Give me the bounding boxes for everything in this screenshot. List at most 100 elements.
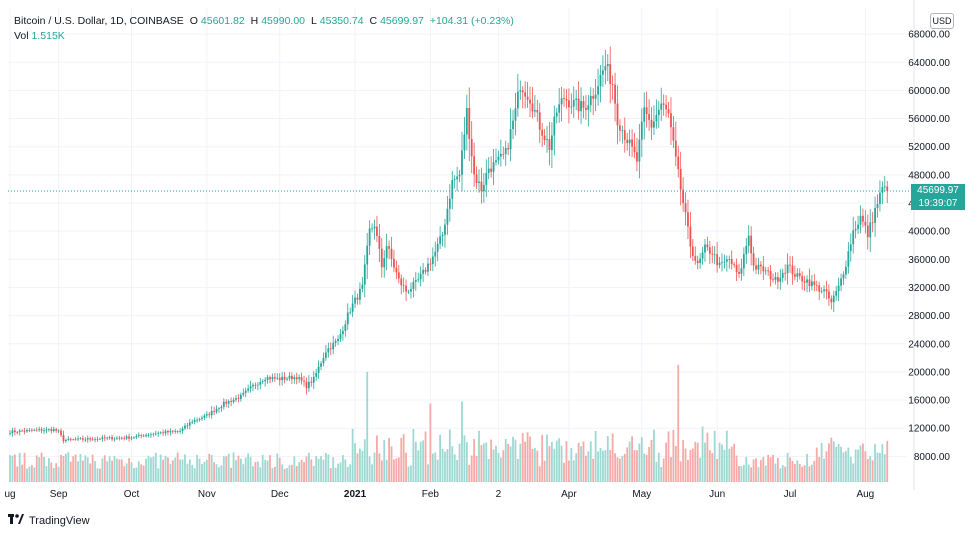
volume-bar (295, 465, 298, 482)
candle-body (478, 181, 480, 184)
candle-body (395, 267, 398, 273)
candle-body (57, 430, 60, 432)
candle-body (235, 398, 237, 400)
candle-body (164, 431, 167, 434)
volume-bar (213, 462, 216, 482)
volume-bar (154, 452, 157, 482)
volume-bar (847, 447, 850, 482)
symbol-title[interactable]: Bitcoin / U.S. Dollar, 1D, COINBASE (14, 15, 184, 27)
volume-bar (82, 460, 84, 482)
volume-bar (422, 440, 424, 482)
candle-body (781, 272, 784, 278)
candle-body (227, 401, 230, 404)
currency-button[interactable]: USD (930, 13, 954, 29)
volume-bar (606, 436, 609, 482)
volume-bar (536, 450, 539, 482)
candle-body (203, 415, 206, 418)
volume-bar (674, 446, 677, 482)
candle-body (196, 419, 199, 421)
candle-body (536, 110, 539, 113)
candle-body (286, 378, 288, 380)
candle-body (111, 437, 113, 440)
volume-bar (427, 464, 429, 482)
candle-body (662, 103, 665, 105)
candle-body (378, 236, 381, 249)
candle-body (74, 439, 77, 441)
candle-body (339, 334, 342, 339)
volume-bar (621, 455, 624, 482)
candle-body (553, 116, 556, 136)
volume-bar (101, 458, 104, 482)
candle-body (157, 432, 160, 434)
candle-body (497, 156, 500, 161)
candle-body (385, 246, 388, 259)
volume-bar (23, 452, 26, 482)
volume-bar (694, 441, 697, 482)
candle-body (650, 119, 653, 128)
brand-name: TradingView (29, 514, 90, 527)
volume-bar (689, 450, 692, 482)
price-tick-label: 40000.00 (908, 227, 950, 238)
candle-body (776, 276, 779, 282)
candle-body (684, 203, 687, 213)
volume-bar (648, 447, 650, 482)
candle-body (636, 152, 638, 162)
volume-bar (568, 460, 570, 482)
candle-body (118, 437, 121, 439)
candle-body (397, 272, 400, 279)
volume-bar (874, 443, 876, 482)
candle-body (47, 429, 50, 431)
candle-body (784, 272, 787, 274)
candle-body (303, 380, 305, 382)
candle-body (470, 138, 473, 157)
candle-body (772, 279, 774, 281)
volume-legend[interactable]: Vol 1.515K (14, 30, 65, 42)
candle-body (626, 139, 629, 144)
candle-body (368, 228, 371, 246)
chart-grid (8, 0, 915, 490)
volume-bar (242, 464, 245, 482)
volume-bar (640, 437, 643, 482)
candle-body (439, 236, 442, 244)
candle-body (351, 303, 354, 312)
candle-body (342, 330, 344, 335)
volume-bar (842, 452, 845, 482)
tradingview-logo[interactable]: TradingView (8, 514, 90, 527)
bar-countdown: 19:39:07 (918, 198, 958, 209)
volume-bar (733, 443, 736, 482)
candle-body (604, 66, 607, 71)
volume-bar (793, 464, 796, 482)
volume-bar (327, 454, 330, 482)
volume-bar (657, 452, 660, 482)
volume-bar (94, 461, 96, 482)
price-tick-label: 36000.00 (908, 255, 950, 266)
price-tick-label: 8000.00 (914, 452, 951, 463)
close-value: 45699.97 (380, 15, 424, 27)
volume-bar (728, 448, 731, 482)
candle-body (842, 274, 845, 279)
candle-body (677, 156, 680, 170)
volume-bar (682, 439, 685, 482)
candle-body (21, 430, 24, 432)
volume-bar (320, 456, 322, 482)
candle-body (548, 139, 551, 150)
volume-bar (701, 426, 704, 482)
candle-body (140, 434, 143, 436)
volume-bar (516, 458, 519, 482)
candle-body (169, 430, 172, 433)
volume-bar (57, 466, 60, 482)
candle-body (813, 281, 816, 285)
volume-bar (538, 466, 541, 482)
volume-bar (577, 442, 580, 482)
volume-bar (465, 442, 468, 482)
volume-bar (745, 456, 748, 482)
volume-bar (307, 452, 310, 482)
volume-bar (789, 457, 791, 482)
candle-body (463, 134, 466, 151)
volume-bar (77, 461, 79, 482)
volume-bar (772, 454, 774, 482)
volume-bar (499, 457, 502, 482)
candle-body (208, 414, 211, 416)
